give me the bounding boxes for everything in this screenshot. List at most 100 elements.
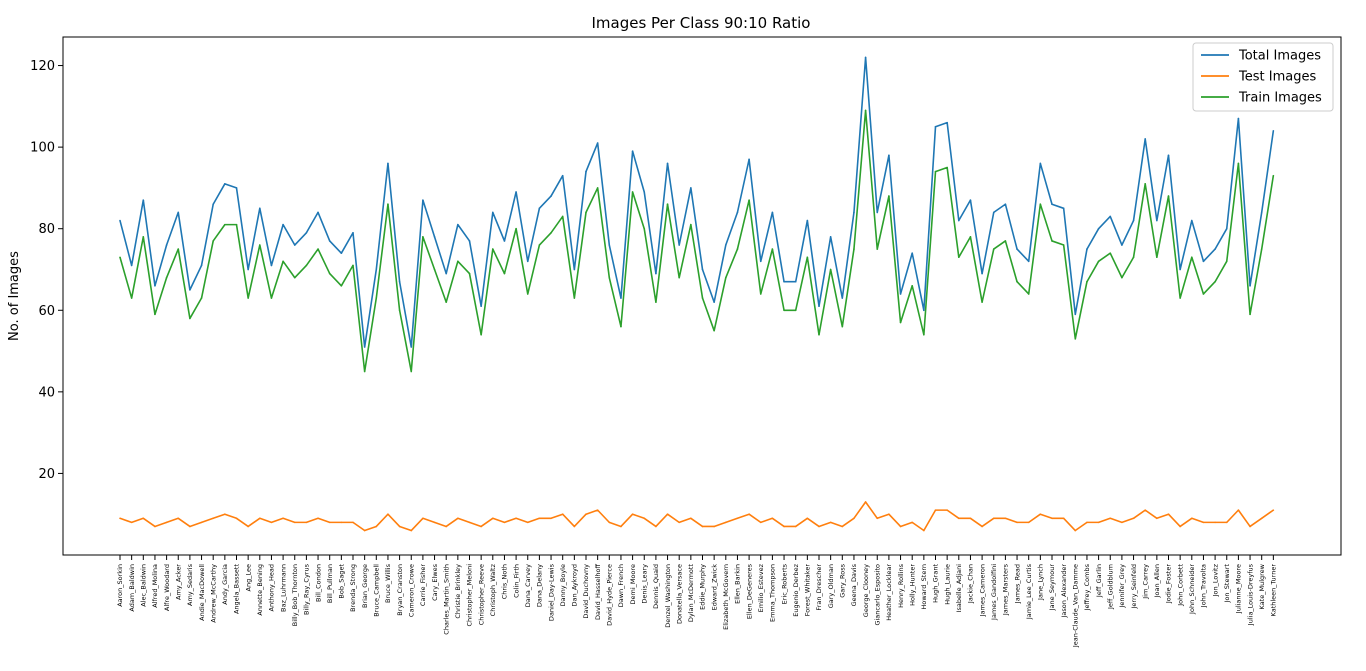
data-point: [992, 517, 995, 520]
x-tick-label: Jamie_Lee_Curtis: [1025, 563, 1033, 620]
legend-entry: Train Images: [1238, 91, 1322, 106]
data-point: [154, 313, 156, 316]
x-tick-label: James_Gandolfini: [990, 564, 998, 621]
data-point: [1191, 219, 1193, 222]
data-point: [690, 223, 692, 226]
x-tick-label: Ang_Lee: [244, 564, 252, 591]
data-point: [375, 297, 378, 299]
data-point: [1272, 174, 1275, 177]
data-point: [130, 264, 133, 267]
x-tick-label: Eugenio_Derbez: [792, 563, 800, 616]
data-point: [666, 162, 669, 165]
data-point: [783, 309, 785, 312]
x-tick-label: Bruce_Willis: [384, 563, 392, 603]
data-point: [1179, 525, 1181, 528]
data-point: [1260, 211, 1263, 214]
data-point: [1214, 280, 1216, 283]
data-point: [876, 211, 879, 214]
x-tick-label: Bruce_Campbell: [373, 564, 381, 617]
data-point: [340, 285, 343, 287]
x-tick-label: Charles_Martin_Smith: [442, 564, 450, 635]
data-point: [1156, 517, 1158, 520]
data-point: [643, 227, 646, 230]
x-tick-label: Kate_Mulgrew: [1258, 563, 1266, 609]
data-point: [1249, 313, 1251, 316]
data-point: [387, 162, 389, 165]
x-tick-label: James_Read: [1013, 564, 1021, 604]
data-point: [363, 529, 366, 532]
x-tick-label: Denis_Leary: [640, 564, 648, 604]
x-tick-label: Jane_Lynch: [1037, 564, 1045, 601]
data-point: [328, 240, 331, 242]
x-tick-label: Annette_Bening: [256, 564, 264, 616]
x-tick-label: John_Schneider: [1188, 564, 1196, 615]
data-point: [410, 370, 413, 373]
data-point: [899, 525, 902, 528]
x-tick-label: Dennis_Quaid: [652, 564, 660, 609]
x-tick-label: Eric_Roberts: [780, 563, 788, 604]
data-point: [550, 231, 552, 234]
x-tick-label: Amy_Sedaris: [186, 563, 194, 606]
data-point: [317, 517, 319, 520]
data-point: [1074, 313, 1077, 316]
data-point: [480, 525, 482, 528]
x-tick-label: Gary_Oldman: [827, 564, 835, 608]
data-point: [561, 174, 564, 177]
data-point: [1074, 338, 1077, 340]
data-point: [783, 280, 785, 283]
y-tick-label: 80: [38, 222, 55, 237]
data-point: [771, 517, 774, 520]
plot-frame: [62, 36, 1342, 556]
data-point: [1121, 244, 1123, 246]
data-point: [923, 529, 925, 532]
x-tick-label: Ellen_DeGeneres: [745, 563, 753, 619]
data-point: [1132, 517, 1135, 520]
data-point: [375, 268, 378, 271]
x-tick-label: Angela_Bassett: [233, 564, 241, 614]
data-point: [1144, 138, 1146, 140]
data-point: [1179, 297, 1181, 299]
data-point: [631, 191, 634, 193]
data-point: [1237, 117, 1240, 120]
data-point: [1027, 521, 1030, 524]
x-tick-label: Amy_Acker: [174, 564, 182, 600]
data-point: [794, 525, 797, 528]
data-point: [713, 525, 715, 528]
data-point: [596, 142, 599, 144]
data-point: [212, 517, 214, 520]
data-point: [422, 236, 424, 238]
data-point: [748, 158, 750, 161]
data-point: [876, 517, 879, 520]
data-point: [550, 517, 552, 520]
data-point: [177, 211, 180, 214]
x-tick-label: Kathleen_Turner: [1270, 564, 1278, 617]
x-tick-label: Colin_Firth: [512, 564, 520, 598]
data-point: [1051, 240, 1053, 242]
data-point: [1097, 227, 1100, 230]
x-tick-label: Jackie_Chan: [967, 564, 975, 604]
x-tick-label: Cary_Elwes: [431, 563, 439, 601]
data-point: [142, 236, 145, 238]
data-point: [154, 525, 156, 528]
x-tick-label: Baz_Luhrmann: [279, 564, 287, 612]
data-point: [247, 268, 249, 271]
data-point: [911, 285, 913, 287]
x-tick-label: Emilio_Estevez: [757, 563, 765, 612]
x-tick-label: Billy_Bob_Thornton: [291, 564, 299, 626]
data-point: [888, 154, 890, 157]
data-point: [1237, 509, 1240, 511]
data-point: [340, 521, 343, 524]
data-point: [130, 521, 133, 524]
data-point: [492, 248, 494, 250]
data-point: [561, 215, 564, 218]
data-point: [398, 309, 401, 312]
x-tick-label: Joan_Allen: [1153, 564, 1161, 598]
data-point: [1074, 529, 1077, 532]
data-point: [864, 56, 867, 59]
data-point: [573, 268, 576, 271]
data-point: [608, 276, 611, 279]
data-point: [1039, 513, 1042, 516]
data-point: [328, 521, 331, 524]
data-point: [1004, 240, 1007, 242]
data-point: [1191, 517, 1193, 520]
